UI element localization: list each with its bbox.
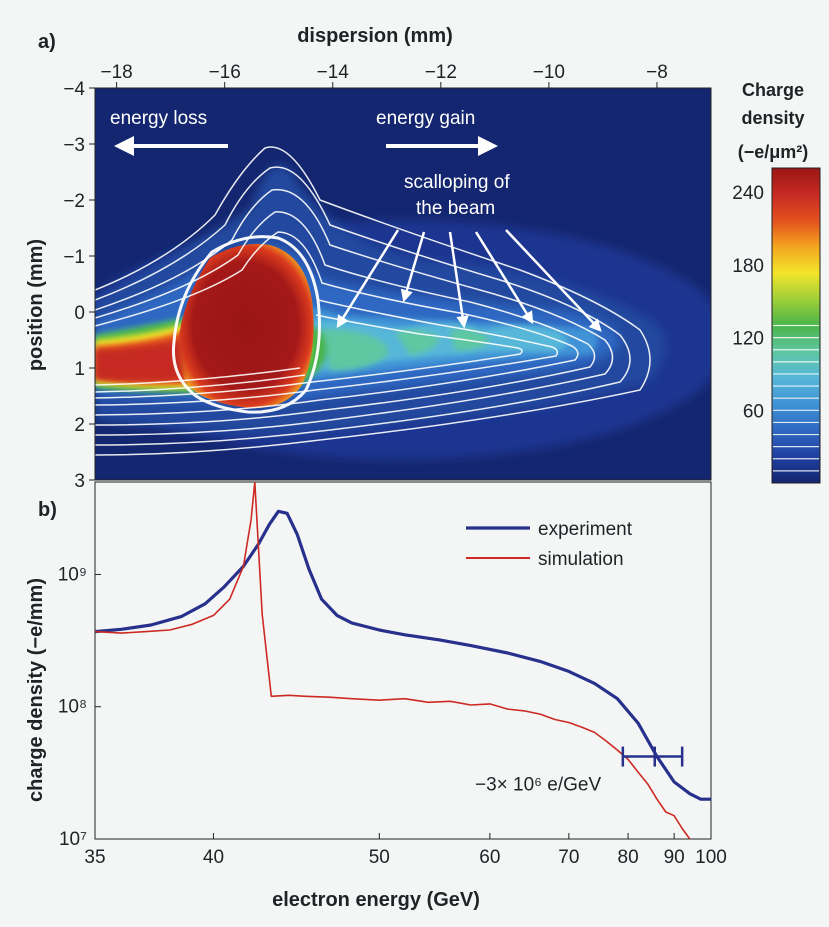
heatmap-x-tick-label: −12: [425, 62, 457, 83]
legend-label-experiment: experiment: [538, 519, 633, 540]
line-y-axis-label: charge density (−e/mm): [25, 578, 47, 802]
line-x-tick-label: 40: [203, 847, 224, 868]
resolution-label: −3× 10⁶ e/GeV: [475, 775, 601, 796]
panel-b-label: b): [38, 499, 57, 521]
colorbar-tick-label: 60: [743, 401, 764, 422]
scalloping-arrow-5: [505, 229, 602, 332]
line-x-axis-label: electron energy (GeV): [272, 889, 480, 911]
panel-a-frame: [94, 87, 712, 481]
heatmap-x-tick-label: −8: [646, 62, 668, 83]
line-y-tick-label: 10⁸: [58, 697, 87, 718]
heatmap-x-tick-label: −10: [533, 62, 565, 83]
line-x-tick-label: 35: [84, 847, 105, 868]
colorbar-level-lines: [773, 324, 819, 472]
heatmap-y-tick-label: −4: [63, 79, 85, 100]
panel-a: a) dispersion (mm) position (mm) −18 −16−…: [25, 25, 821, 492]
resolution-annotation: −3× 10⁶ e/GeV: [475, 746, 684, 796]
colorbar-ticks: 240 180 120 60: [732, 183, 764, 422]
scalloping-arrow-4: [474, 231, 534, 325]
panel-a-label: a): [38, 31, 56, 53]
heatmap-y-tick-label: 0: [74, 303, 85, 324]
scalloping-arrow-1: [336, 229, 400, 329]
line-x-tick-label: 90: [664, 847, 685, 868]
colorbar-tick-label: 240: [732, 183, 764, 204]
colorbar-title-line2: density: [741, 108, 804, 128]
legend: experiment simulation: [466, 519, 633, 570]
heatmap-y-tick-label: 3: [74, 471, 85, 492]
heatmap-x-tick-label: −14: [317, 62, 350, 83]
annotation-scalloping-line1: scalloping of: [404, 172, 510, 193]
heatmap-x-axis-label: dispersion (mm): [297, 25, 453, 47]
line-x-tick-label: 60: [479, 847, 500, 868]
heatmap-y-tick-label: −1: [63, 247, 85, 268]
line-x-ticks: 35 40 50 60 70 80 90 100: [84, 833, 727, 868]
heatmap-x-ticks: −18 −16 −14 −12 −10 −8: [100, 62, 668, 88]
heatmap-y-axis-label: position (mm): [25, 239, 47, 371]
line-y-tick-label: 10⁷: [59, 829, 87, 850]
heatmap-y-tick-label: −3: [63, 135, 85, 156]
series-line-simulation: [95, 482, 691, 839]
heatmap-y-ticks: −4 −3 −2 −1 0 1 2 3: [63, 79, 95, 492]
colorbar-tick-label: 180: [732, 256, 764, 277]
line-x-tick-label: 100: [695, 847, 727, 868]
heatmap-x-tick-label: −18: [100, 62, 132, 83]
annotation-scalloping-line2: the beam: [416, 198, 495, 219]
heatmap-y-tick-label: 2: [74, 415, 85, 436]
scalloping-arrow-3: [448, 231, 469, 329]
beam-density-map: [95, 146, 711, 460]
legend-label-simulation: simulation: [538, 549, 624, 570]
line-x-tick-label: 80: [618, 847, 639, 868]
line-series: [95, 482, 711, 839]
colorbar-tick-label: 120: [732, 329, 764, 350]
heatmap-y-tick-label: −2: [63, 191, 85, 212]
line-x-tick-label: 70: [558, 847, 579, 868]
scalloping-arrow-2: [400, 231, 426, 303]
line-y-ticks: 10⁷ 10⁸ 10⁹: [58, 564, 101, 850]
heatmap-y-tick-label: 1: [74, 359, 85, 380]
annotation-energy-gain: energy gain: [376, 108, 475, 129]
line-x-tick-label: 50: [369, 847, 390, 868]
heatmap-x-tick-label: −16: [209, 62, 241, 83]
panel-b-frame: [94, 481, 712, 840]
panel-b: b) charge density (−e/mm) electron energ…: [25, 481, 727, 911]
colorbar-title-line1: Charge: [742, 80, 804, 100]
series-line-experiment: [95, 509, 711, 801]
colorbar-title-line3: (−e/μm²): [738, 142, 809, 162]
line-y-tick-label: 10⁹: [58, 564, 87, 585]
annotation-energy-loss: energy loss: [110, 108, 207, 129]
